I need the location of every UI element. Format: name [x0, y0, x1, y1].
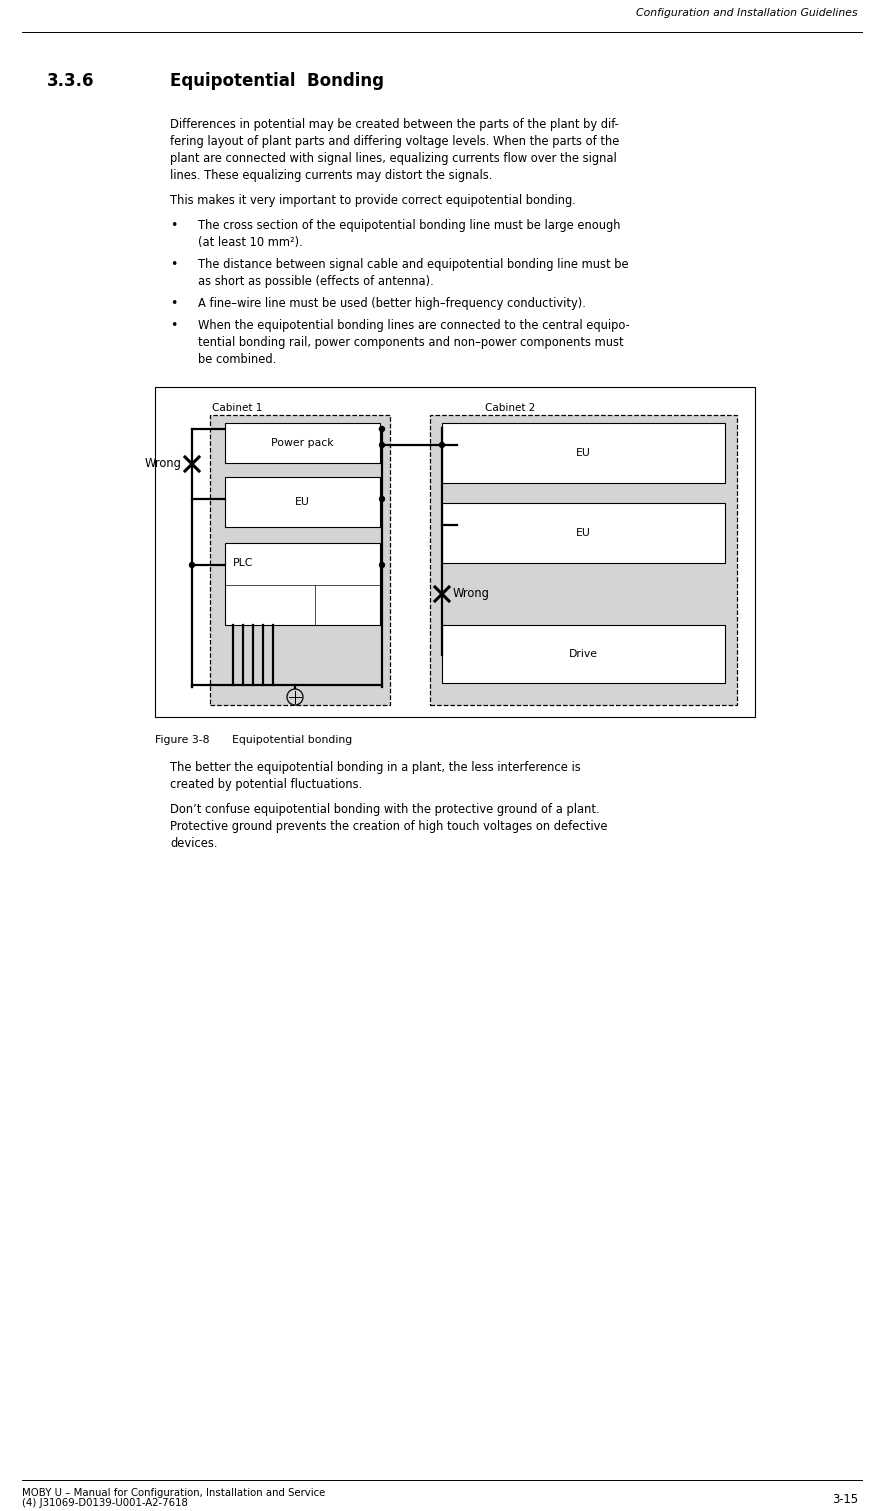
- Text: EU: EU: [295, 497, 310, 508]
- Text: Configuration and Installation Guidelines: Configuration and Installation Guideline…: [636, 8, 858, 18]
- Text: The cross section of the equipotential bonding line must be large enough: The cross section of the equipotential b…: [198, 219, 621, 233]
- Text: PLC: PLC: [233, 558, 254, 568]
- Bar: [155, 387, 755, 718]
- Circle shape: [379, 443, 385, 447]
- Text: EU: EU: [576, 527, 591, 538]
- Circle shape: [379, 426, 385, 432]
- Text: •: •: [170, 219, 178, 233]
- Text: EU: EU: [576, 447, 591, 458]
- Text: MOBY U – Manual for Configuration, Installation and Service: MOBY U – Manual for Configuration, Insta…: [22, 1488, 325, 1497]
- Text: A fine–wire line must be used (better high–frequency conductivity).: A fine–wire line must be used (better hi…: [198, 298, 586, 310]
- Text: •: •: [170, 258, 178, 270]
- Text: (4) J31069-D0139-U001-A2-7618: (4) J31069-D0139-U001-A2-7618: [22, 1497, 188, 1508]
- Bar: [430, 416, 737, 706]
- Text: Power pack: Power pack: [271, 438, 334, 447]
- Text: •: •: [170, 319, 178, 332]
- Text: Cabinet 1: Cabinet 1: [212, 403, 263, 413]
- Text: Figure 3-8: Figure 3-8: [155, 734, 210, 745]
- Text: Differences in potential may be created between the parts of the plant by dif-: Differences in potential may be created …: [170, 118, 619, 131]
- Text: Don’t confuse equipotential bonding with the protective ground of a plant.: Don’t confuse equipotential bonding with…: [170, 802, 599, 816]
- Text: •: •: [170, 298, 178, 310]
- Circle shape: [379, 497, 385, 502]
- Text: tential bonding rail, power components and non–power components must: tential bonding rail, power components a…: [198, 335, 623, 349]
- Text: be combined.: be combined.: [198, 354, 277, 366]
- Bar: [225, 477, 380, 527]
- Bar: [442, 423, 725, 484]
- Text: Equipotential  Bonding: Equipotential Bonding: [170, 73, 384, 91]
- Text: as short as possible (effects of antenna).: as short as possible (effects of antenna…: [198, 275, 434, 289]
- Text: Equipotential bonding: Equipotential bonding: [211, 734, 352, 745]
- Text: (at least 10 mm²).: (at least 10 mm²).: [198, 236, 302, 249]
- Text: When the equipotential bonding lines are connected to the central equipo-: When the equipotential bonding lines are…: [198, 319, 629, 332]
- Circle shape: [439, 443, 445, 447]
- Text: The better the equipotential bonding in a plant, the less interference is: The better the equipotential bonding in …: [170, 762, 581, 774]
- Circle shape: [189, 562, 194, 568]
- Text: plant are connected with signal lines, equalizing currents flow over the signal: plant are connected with signal lines, e…: [170, 153, 617, 165]
- Text: Cabinet 2: Cabinet 2: [485, 403, 536, 413]
- Text: Wrong: Wrong: [453, 588, 490, 600]
- Text: 3-15: 3-15: [832, 1493, 858, 1506]
- Bar: [442, 503, 725, 564]
- Bar: [225, 542, 380, 626]
- Bar: [210, 416, 390, 706]
- Text: fering layout of plant parts and differing voltage levels. When the parts of the: fering layout of plant parts and differi…: [170, 134, 620, 148]
- Text: lines. These equalizing currents may distort the signals.: lines. These equalizing currents may dis…: [170, 169, 492, 181]
- Text: devices.: devices.: [170, 837, 217, 851]
- Text: created by potential fluctuations.: created by potential fluctuations.: [170, 778, 362, 790]
- Text: The distance between signal cable and equipotential bonding line must be: The distance between signal cable and eq…: [198, 258, 629, 270]
- Bar: [442, 626, 725, 683]
- Text: Wrong: Wrong: [144, 458, 181, 470]
- Circle shape: [379, 562, 385, 568]
- Text: Drive: Drive: [569, 650, 598, 659]
- Text: This makes it very important to provide correct equipotential bonding.: This makes it very important to provide …: [170, 193, 575, 207]
- Text: Protective ground prevents the creation of high touch voltages on defective: Protective ground prevents the creation …: [170, 820, 607, 833]
- Text: 3.3.6: 3.3.6: [47, 73, 95, 91]
- Bar: [225, 423, 380, 462]
